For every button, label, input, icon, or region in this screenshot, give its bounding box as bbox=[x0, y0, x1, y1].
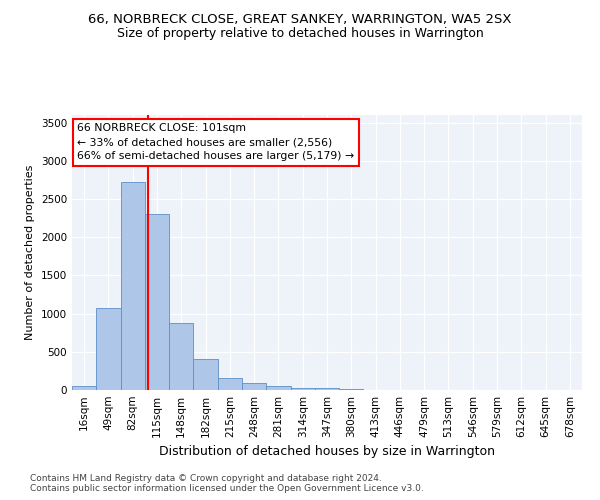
Bar bbox=[315, 388, 339, 390]
Bar bbox=[242, 383, 266, 390]
Text: Size of property relative to detached houses in Warrington: Size of property relative to detached ho… bbox=[116, 28, 484, 40]
Bar bbox=[266, 386, 290, 390]
Text: 66, NORBRECK CLOSE, GREAT SANKEY, WARRINGTON, WA5 2SX: 66, NORBRECK CLOSE, GREAT SANKEY, WARRIN… bbox=[88, 12, 512, 26]
Bar bbox=[218, 378, 242, 390]
Bar bbox=[121, 182, 145, 390]
Bar bbox=[193, 360, 218, 390]
Bar bbox=[290, 388, 315, 390]
Bar bbox=[72, 386, 96, 390]
Text: 66 NORBRECK CLOSE: 101sqm
← 33% of detached houses are smaller (2,556)
66% of se: 66 NORBRECK CLOSE: 101sqm ← 33% of detac… bbox=[77, 123, 354, 161]
Bar bbox=[96, 308, 121, 390]
X-axis label: Distribution of detached houses by size in Warrington: Distribution of detached houses by size … bbox=[159, 446, 495, 458]
Bar bbox=[145, 214, 169, 390]
Y-axis label: Number of detached properties: Number of detached properties bbox=[25, 165, 35, 340]
Text: Contains HM Land Registry data © Crown copyright and database right 2024.: Contains HM Land Registry data © Crown c… bbox=[30, 474, 382, 483]
Bar bbox=[339, 389, 364, 390]
Bar bbox=[169, 323, 193, 390]
Text: Contains public sector information licensed under the Open Government Licence v3: Contains public sector information licen… bbox=[30, 484, 424, 493]
